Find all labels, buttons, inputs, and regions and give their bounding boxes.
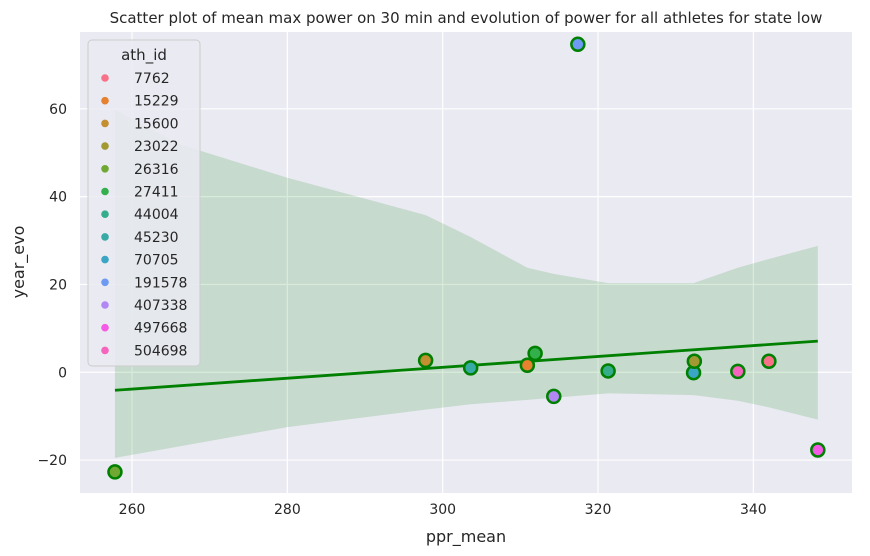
x-tick-label: 300 (429, 502, 456, 518)
x-tick-label: 260 (119, 502, 146, 518)
legend-marker-45230 (101, 233, 109, 241)
legend-marker-44004 (101, 210, 109, 218)
x-tick-label: 320 (585, 502, 612, 518)
legend-label-44004: 44004 (134, 207, 179, 223)
data-point-45230 (462, 360, 479, 376)
data-point-15600 (417, 352, 434, 369)
legend-label-504698: 504698 (134, 343, 187, 359)
x-tick-labels: 260 280 300 320 340 (119, 502, 767, 518)
confidence-band-area (114, 109, 818, 458)
legend-label-15229: 15229 (134, 94, 179, 110)
legend: ath_id 7762 15229 15600 23022 26316 27411 4400… (87, 39, 201, 367)
legend-marker-23022 (101, 142, 109, 150)
legend-marker-15229 (101, 96, 109, 105)
legend-label-23022: 23022 (134, 139, 179, 155)
legend-label-407338: 407338 (134, 298, 187, 314)
data-point-27411 (527, 345, 543, 362)
legend-label-70705: 70705 (134, 253, 179, 269)
legend-label-497668: 497668 (134, 321, 187, 337)
legend-marker-407338 (101, 301, 109, 309)
legend-items: 7762 15229 15600 23022 26316 27411 44004 45230 7… (101, 71, 187, 359)
grid (80, 32, 852, 493)
data-point-504698 (730, 363, 746, 380)
legend-marker-7762 (101, 74, 109, 82)
legend-marker-70705 (101, 255, 109, 264)
legend-label-191578: 191578 (134, 275, 187, 291)
legend-label-15600: 15600 (134, 116, 179, 132)
legend-marker-504698 (101, 346, 109, 355)
legend-marker-497668 (101, 323, 109, 332)
data-point-497668 (810, 442, 826, 458)
y-tick-label: 40 (49, 190, 67, 206)
legend-label-7762: 7762 (134, 71, 170, 87)
y-tick-label: 0 (58, 365, 67, 381)
confidence-band (114, 109, 818, 458)
y-tick-label: 60 (49, 102, 67, 118)
points (107, 36, 826, 480)
y-tick-label: −20 (37, 453, 67, 469)
legend-label-27411: 27411 (134, 185, 179, 201)
data-point-407338 (546, 388, 562, 405)
legend-label-26316: 26316 (134, 162, 179, 178)
y-axis-label: year_evo (9, 226, 29, 299)
x-tick-label: 340 (740, 502, 767, 518)
legend-box (87, 39, 201, 367)
legend-label-45230: 45230 (134, 230, 179, 246)
data-point-26316 (107, 464, 123, 480)
data-point-191578 (570, 36, 586, 53)
data-point-23022 (686, 353, 703, 370)
legend-marker-191578 (101, 278, 109, 287)
x-axis-label: ppr_mean (426, 527, 506, 547)
data-point-44004 (600, 363, 616, 379)
data-point-7762 (761, 353, 777, 370)
legend-marker-27411 (101, 187, 109, 196)
y-tick-label: 20 (49, 277, 67, 293)
legend-marker-15600 (101, 119, 109, 128)
data-point-15229 (519, 357, 536, 373)
chart-title: Scatter plot of mean max power on 30 min… (110, 9, 823, 27)
legend-title: ath_id (121, 46, 167, 65)
x-tick-label: 280 (274, 502, 301, 518)
legend-marker-26316 (101, 165, 109, 173)
y-tick-labels: −20 0 20 40 60 (37, 102, 67, 469)
